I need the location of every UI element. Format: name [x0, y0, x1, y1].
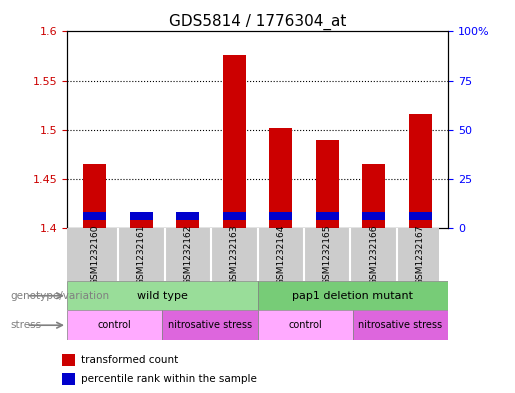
Bar: [67, 281, 258, 310]
Text: GSM1232163: GSM1232163: [230, 224, 239, 285]
Text: nitrosative stress: nitrosative stress: [168, 320, 252, 330]
Text: GSM1232162: GSM1232162: [183, 224, 192, 285]
Bar: [258, 281, 448, 310]
Bar: [353, 310, 448, 340]
Bar: [316, 212, 339, 220]
Bar: [408, 114, 432, 228]
Text: wild type: wild type: [137, 291, 187, 301]
Bar: [222, 212, 246, 220]
Title: GDS5814 / 1776304_at: GDS5814 / 1776304_at: [169, 14, 346, 30]
Text: stress: stress: [10, 320, 41, 330]
Bar: [176, 212, 199, 220]
Bar: [316, 140, 339, 228]
Text: nitrosative stress: nitrosative stress: [358, 320, 442, 330]
Bar: [258, 310, 353, 340]
Bar: [162, 310, 258, 340]
Bar: [62, 354, 75, 366]
Text: GSM1232167: GSM1232167: [416, 224, 425, 285]
Text: GSM1232166: GSM1232166: [369, 224, 378, 285]
Text: percentile rank within the sample: percentile rank within the sample: [81, 374, 258, 384]
Bar: [176, 215, 199, 228]
Bar: [130, 212, 153, 220]
Bar: [67, 310, 162, 340]
Bar: [83, 164, 107, 228]
Text: control: control: [288, 320, 322, 330]
Text: pap1 deletion mutant: pap1 deletion mutant: [293, 291, 413, 301]
Bar: [130, 215, 153, 228]
Text: GSM1232164: GSM1232164: [276, 224, 285, 285]
Text: genotype/variation: genotype/variation: [10, 290, 109, 301]
Bar: [222, 55, 246, 228]
Bar: [362, 164, 385, 228]
Text: GSM1232165: GSM1232165: [323, 224, 332, 285]
Text: control: control: [98, 320, 131, 330]
Text: GSM1232161: GSM1232161: [137, 224, 146, 285]
Bar: [269, 128, 293, 228]
Bar: [269, 212, 293, 220]
Bar: [362, 212, 385, 220]
Bar: [408, 212, 432, 220]
Text: transformed count: transformed count: [81, 355, 179, 365]
Bar: [62, 373, 75, 385]
Bar: [83, 212, 107, 220]
Text: GSM1232160: GSM1232160: [90, 224, 99, 285]
